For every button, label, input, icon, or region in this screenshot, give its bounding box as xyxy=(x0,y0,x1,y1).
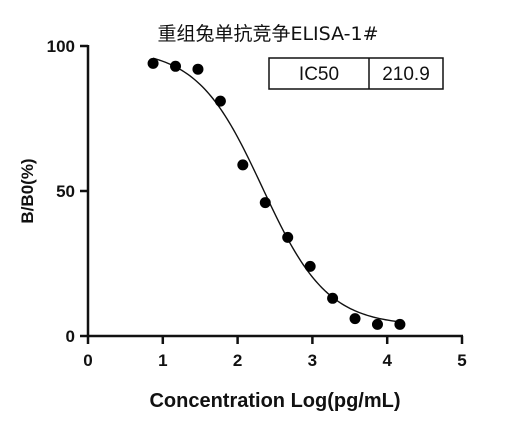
x-tick-label: 1 xyxy=(158,351,167,370)
y-tick-label: 50 xyxy=(56,182,75,201)
x-tick-label: 4 xyxy=(382,351,392,370)
data-point xyxy=(237,159,249,171)
chart-title: 重组兔单抗竞争ELISA-1# xyxy=(157,23,378,45)
ic50-label: IC50 xyxy=(299,64,339,85)
x-tick-label: 0 xyxy=(83,351,92,370)
data-point xyxy=(259,197,271,209)
data-point xyxy=(170,60,182,72)
fit-curve xyxy=(152,57,401,323)
x-axis-title: Concentration Log(pg/mL) xyxy=(149,390,400,412)
x-tick-label: 3 xyxy=(308,351,317,370)
data-points xyxy=(147,57,406,330)
data-point xyxy=(214,95,226,107)
data-point xyxy=(192,63,204,75)
data-point xyxy=(327,292,339,304)
ic50-table: IC50 210.9 xyxy=(268,57,444,90)
data-point xyxy=(394,318,406,330)
y-tick-label: 0 xyxy=(66,327,75,346)
data-point xyxy=(371,318,383,330)
data-point xyxy=(304,260,316,272)
x-tick-label: 5 xyxy=(457,351,466,370)
ic50-table-border xyxy=(268,57,444,90)
y-axis-title: B/B0(%) xyxy=(18,158,37,223)
data-point xyxy=(349,313,361,325)
data-point xyxy=(282,231,294,243)
ic50-value: 210.9 xyxy=(382,64,430,85)
x-tick-label: 2 xyxy=(233,351,242,370)
data-point xyxy=(147,57,159,69)
fit-curve-layer xyxy=(152,57,401,323)
y-tick-label: 100 xyxy=(47,37,75,56)
